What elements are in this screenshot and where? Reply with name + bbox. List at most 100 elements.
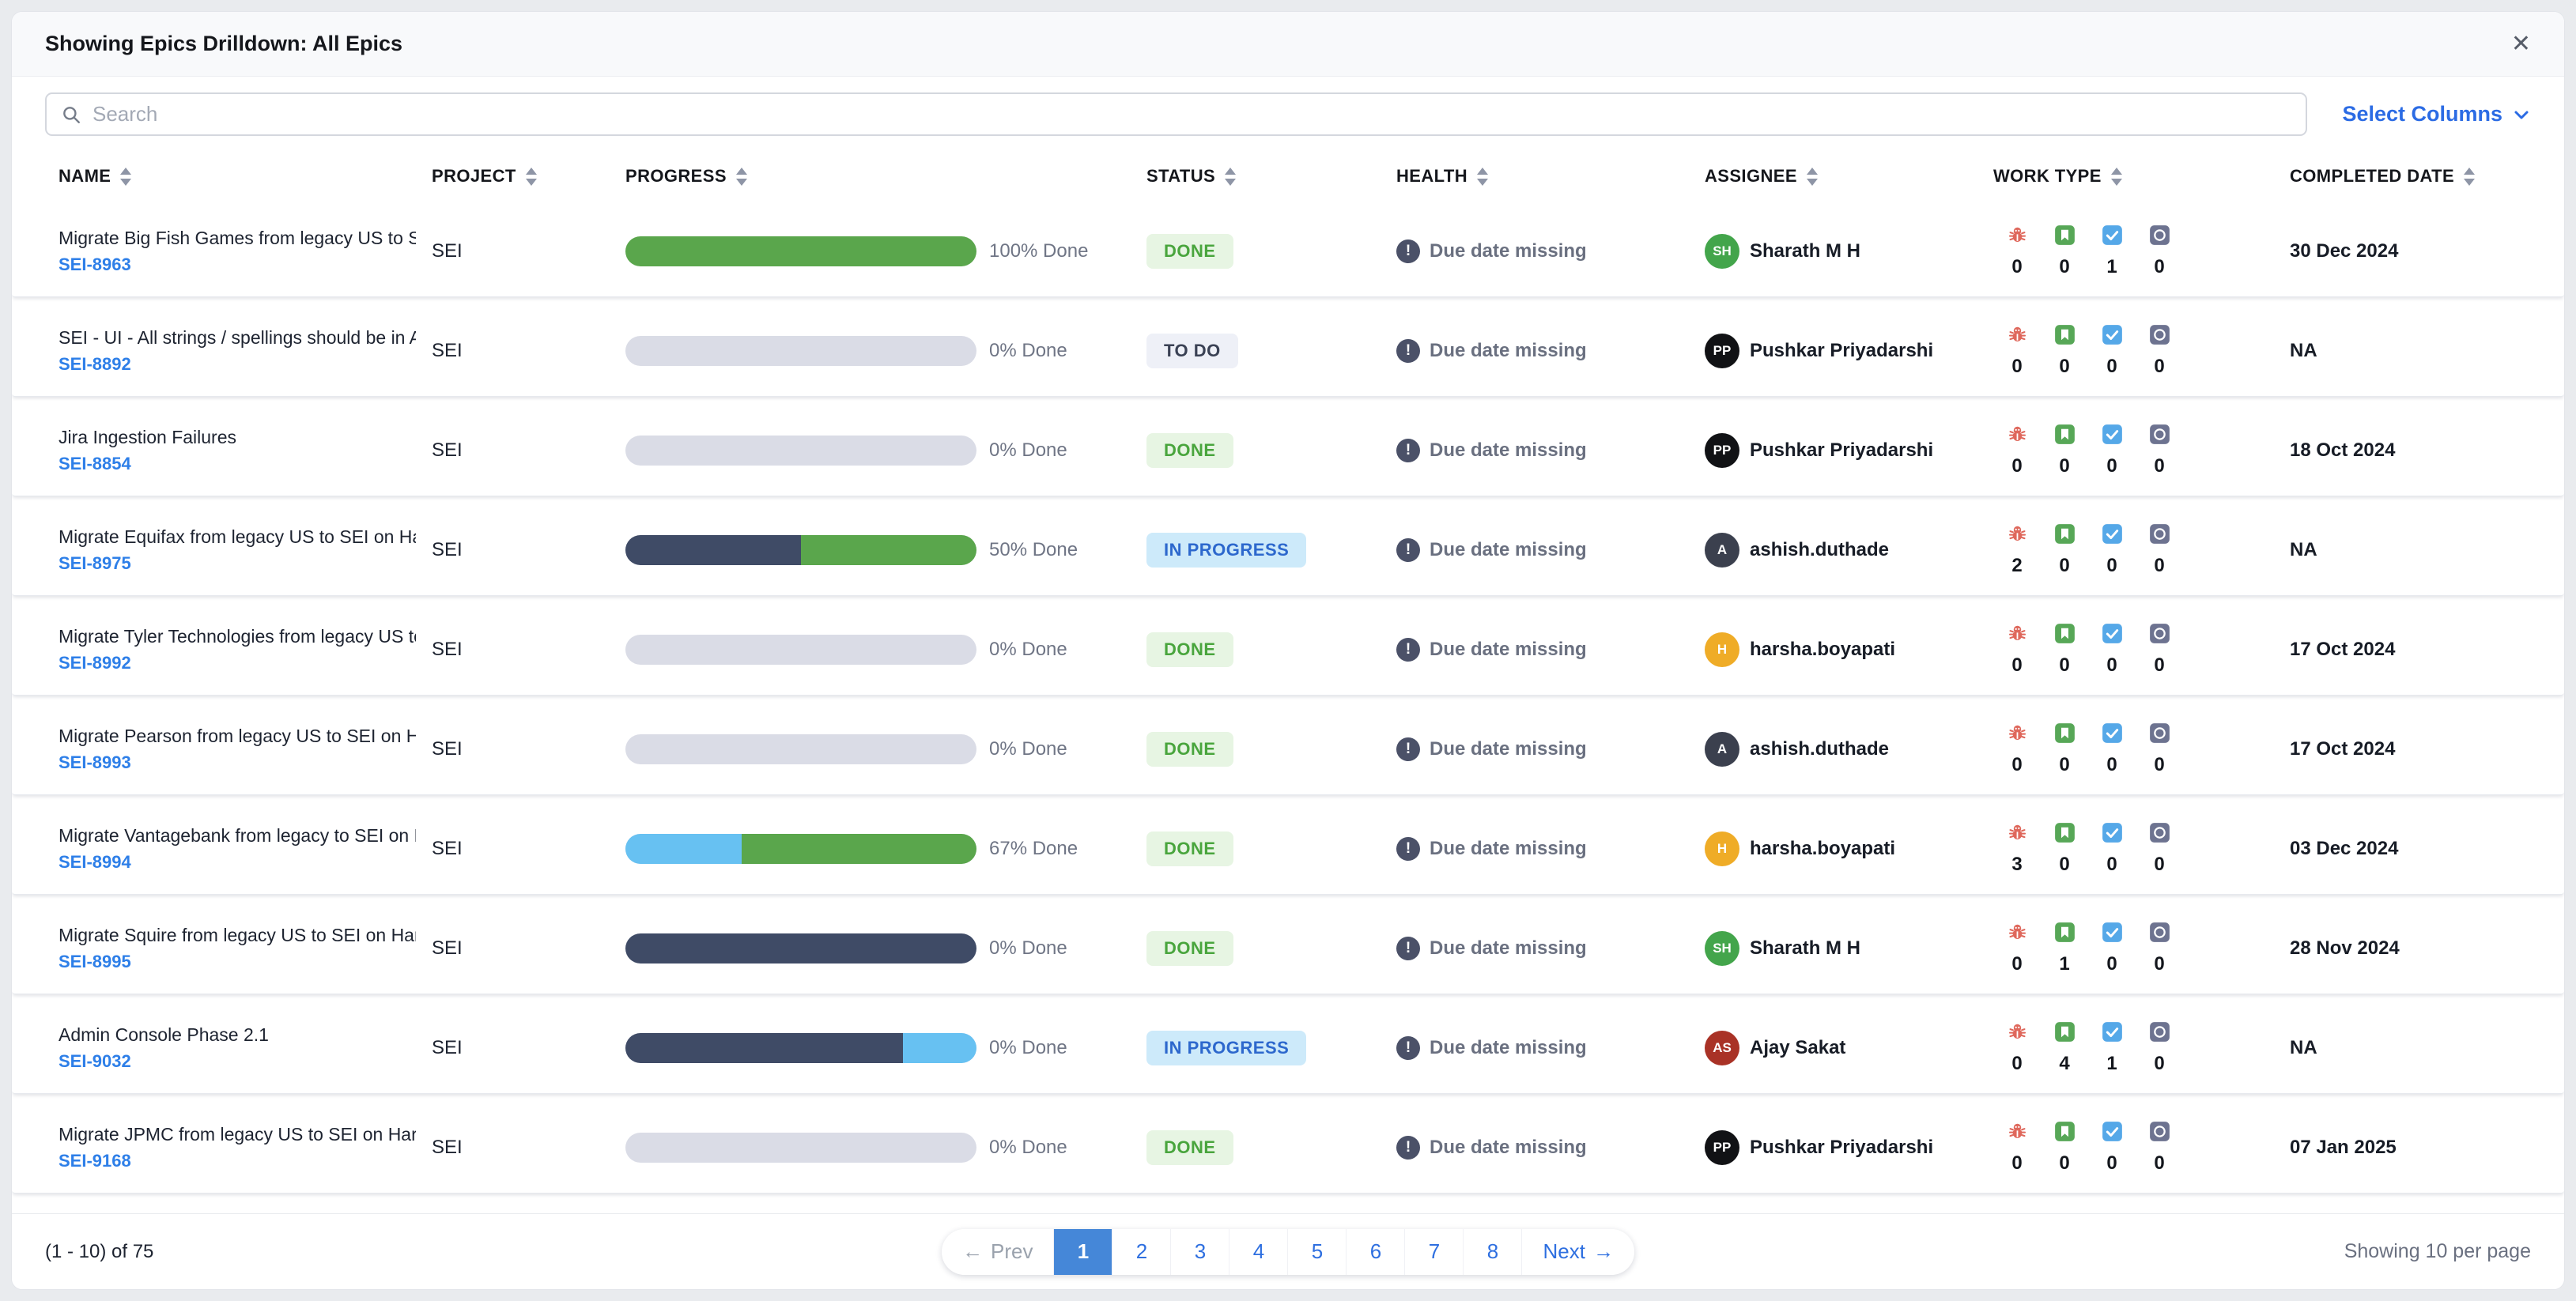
table-header-row: NAME PROJECT PROGRESS STATUS HEALTH ASSI… (12, 166, 2564, 187)
search-box[interactable] (45, 92, 2308, 136)
health-text: Due date missing (1430, 1036, 1587, 1058)
task-count: 0 (2106, 853, 2117, 875)
bug-count: 0 (2011, 654, 2023, 676)
epic-id-link[interactable]: SEI-8993 (59, 752, 131, 772)
page-button-4[interactable]: 4 (1229, 1228, 1289, 1275)
health-cell: ! Due date missing (1396, 239, 1705, 263)
other-work-icon (2149, 324, 2170, 345)
search-input[interactable] (93, 102, 2292, 126)
column-header-name[interactable]: NAME (59, 166, 432, 187)
bug-count: 0 (2011, 753, 2023, 775)
page-button-5[interactable]: 5 (1288, 1228, 1347, 1275)
page-button-8[interactable]: 8 (1464, 1228, 1523, 1275)
epic-id-link[interactable]: SEI-8975 (59, 552, 131, 573)
sort-icon (1806, 167, 1818, 186)
progress-label: 67% Done (989, 837, 1078, 859)
progress-label: 0% Done (989, 339, 1067, 361)
alert-icon: ! (1396, 1035, 1420, 1060)
project-cell: SEI (432, 1036, 463, 1058)
work-type-cell: 0 0 0 (1993, 1121, 2290, 1175)
story-icon (2054, 1121, 2076, 1142)
epic-id-link[interactable]: SEI-9168 (59, 1150, 131, 1171)
name-cell: Migrate Squire from legacy US to SEI on … (59, 925, 432, 972)
status-badge: TO DO (1146, 333, 1238, 368)
table-row[interactable]: Admin Console Phase 2.1 SEI-9032 SEI 0% … (12, 1002, 2564, 1094)
table-row[interactable]: Migrate Big Fish Games from legacy US to… (12, 206, 2564, 297)
alert-icon: ! (1396, 438, 1420, 462)
table-row[interactable]: SEI - UI - All strings / spellings shoul… (12, 305, 2564, 397)
avatar: SH (1705, 233, 1739, 269)
status-cell: IN PROGRESS (1146, 532, 1396, 568)
assignee-name: Pushkar Priyadarshi (1750, 339, 1934, 361)
assignee-cell: H harsha.boyapati (1705, 831, 1993, 866)
table-row[interactable]: Migrate Pearson from legacy US to SEI on… (12, 703, 2564, 795)
other-work-icon (2149, 424, 2170, 445)
epic-id-link[interactable]: SEI-8963 (59, 254, 131, 274)
bug-count: 0 (2011, 1152, 2023, 1174)
epic-name: Jira Ingestion Failures (59, 426, 236, 447)
avatar: SH (1705, 930, 1739, 966)
progress-cell: 0% Done (625, 634, 1146, 665)
epic-name: Migrate JPMC from legacy US to SEI on Ha… (59, 1123, 416, 1145)
page-button-2[interactable]: 2 (1112, 1228, 1172, 1275)
epic-id-link[interactable]: SEI-8892 (59, 353, 131, 374)
column-header-project[interactable]: PROJECT (432, 166, 625, 187)
epic-id-link[interactable]: SEI-8995 (59, 951, 131, 971)
row-range-label: (1 - 10) of 75 (45, 1240, 154, 1262)
epic-id-link[interactable]: SEI-8854 (59, 453, 131, 473)
page-button-3[interactable]: 3 (1171, 1228, 1230, 1275)
toolbar: Select Columns (12, 77, 2564, 136)
panel-header: Showing Epics Drilldown: All Epics ✕ (12, 12, 2564, 77)
table-row[interactable]: Migrate Vantagebank from legacy to SEI o… (12, 803, 2564, 895)
close-icon[interactable]: ✕ (2510, 30, 2531, 57)
table-row[interactable]: Migrate JPMC from legacy US to SEI on Ha… (12, 1102, 2564, 1194)
epic-name: Admin Console Phase 2.1 (59, 1024, 269, 1045)
epic-id-link[interactable]: SEI-8992 (59, 652, 131, 673)
table-row[interactable]: Migrate Equifax from legacy US to SEI on… (12, 504, 2564, 596)
task-icon (2102, 822, 2123, 843)
health-cell: ! Due date missing (1396, 438, 1705, 462)
avatar: PP (1705, 1129, 1739, 1165)
column-header-assignee[interactable]: ASSIGNEE (1705, 166, 1993, 187)
health-cell: ! Due date missing (1396, 1135, 1705, 1160)
story-count: 0 (2059, 355, 2070, 377)
next-page-button[interactable]: Next → (1522, 1228, 1634, 1275)
task-icon (2102, 424, 2123, 445)
name-cell: Migrate Vantagebank from legacy to SEI o… (59, 825, 432, 873)
alert-icon: ! (1396, 537, 1420, 562)
story-icon (2054, 324, 2076, 345)
page-button-7[interactable]: 7 (1405, 1228, 1464, 1275)
column-header-completed[interactable]: COMPLETED DATE (2290, 166, 2536, 187)
per-page-label: Showing 10 per page (2344, 1240, 2531, 1262)
progress-bar (625, 534, 976, 565)
select-columns-button[interactable]: Select Columns (2342, 102, 2531, 126)
prev-page-button[interactable]: ← Prev (942, 1228, 1055, 1275)
assignee-cell: PP Pushkar Priyadarshi (1705, 333, 1993, 368)
epic-id-link[interactable]: SEI-8994 (59, 851, 131, 872)
column-header-worktype[interactable]: WORK TYPE (1993, 166, 2290, 187)
project-cell: SEI (432, 439, 463, 461)
column-header-label: COMPLETED DATE (2290, 166, 2455, 186)
table-row[interactable]: Jira Ingestion Failures SEI-8854 SEI 0% … (12, 405, 2564, 496)
page-button-1[interactable]: 1 (1054, 1228, 1113, 1275)
epic-name: SEI - UI - All strings / spellings shoul… (59, 326, 416, 348)
progress-cell: 50% Done (625, 534, 1146, 565)
health-text: Due date missing (1430, 339, 1587, 361)
task-icon (2102, 922, 2123, 943)
page-button-6[interactable]: 6 (1347, 1228, 1406, 1275)
completed-date: 07 Jan 2025 (2290, 1136, 2397, 1158)
epic-id-link[interactable]: SEI-9032 (59, 1050, 131, 1071)
table-row[interactable]: Migrate Tyler Technologies from legacy U… (12, 604, 2564, 696)
column-header-status[interactable]: STATUS (1146, 166, 1396, 187)
column-header-progress[interactable]: PROGRESS (625, 166, 1146, 187)
alert-icon: ! (1396, 836, 1420, 861)
story-count: 1 (2059, 952, 2070, 975)
next-arrow-icon: → (1592, 1239, 1614, 1263)
other-work-icon (2149, 523, 2170, 545)
column-header-health[interactable]: HEALTH (1396, 166, 1705, 187)
story-count: 0 (2059, 753, 2070, 775)
table-row[interactable]: Migrate Squire from legacy US to SEI on … (12, 903, 2564, 994)
status-badge: IN PROGRESS (1146, 532, 1307, 568)
story-icon (2054, 1021, 2076, 1043)
story-count: 4 (2059, 1052, 2070, 1074)
